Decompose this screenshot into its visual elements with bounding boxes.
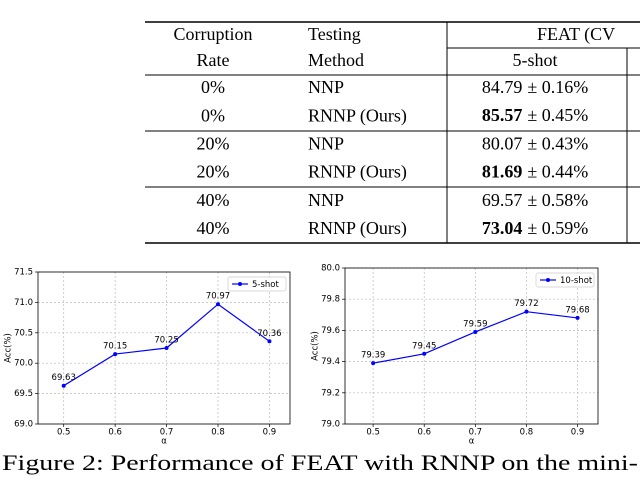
acc-value: 85.57 (482, 105, 523, 125)
acc-error: ± 0.43% (527, 134, 588, 154)
y-axis-label: Acc(%) (4, 333, 14, 363)
header-cell: Corruption (174, 24, 253, 44)
y-tick-label: 79.2 (321, 388, 340, 398)
legend-box (535, 272, 595, 288)
data-point (575, 315, 580, 320)
rate-cell: 20% (197, 162, 230, 182)
method-cell: RNNP (Ours) (308, 105, 407, 126)
acc-error: ± 0.16% (527, 77, 588, 97)
x-tick-label: 0.9 (571, 428, 585, 438)
acc-error: ± 0.58% (527, 190, 588, 210)
y-tick-label: 79.8 (321, 295, 340, 305)
rate-cell: 20% (197, 134, 230, 154)
rate-cell: 40% (197, 218, 230, 238)
acc-cell: 73.04 ± 0.59% (482, 218, 588, 238)
data-label: 70.97 (206, 292, 230, 302)
y-tick-label: 79.0 (321, 420, 340, 430)
data-point (61, 383, 66, 388)
data-label: 69.63 (52, 373, 76, 383)
acc-value: 73.04 (482, 218, 523, 238)
y-tick-label: 79.4 (321, 357, 340, 367)
x-tick-label: 0.5 (57, 428, 71, 438)
method-cell: NNP (308, 77, 344, 97)
header-cell: Rate (197, 50, 230, 70)
data-label: 70.15 (103, 342, 127, 352)
acc-cell: 69.57 ± 0.58% (482, 190, 588, 210)
rate-cell: 40% (197, 190, 230, 210)
acc-cell: 85.57 ± 0.45% (482, 105, 588, 125)
legend-box (227, 276, 287, 292)
data-point (164, 346, 169, 350)
y-tick-label: 80.0 (321, 264, 340, 274)
legend-label: 5-shot (252, 280, 279, 290)
x-tick-label: 0.6 (417, 428, 431, 438)
data-point (524, 309, 529, 314)
acc-cell: 80.07 ± 0.43% (482, 134, 588, 154)
acc-cell: 81.69 ± 0.44% (482, 162, 588, 182)
method-cell: NNP (308, 134, 344, 154)
header-cell: 5-shot (513, 50, 558, 70)
header-cell: Testing (308, 24, 361, 44)
data-label: 79.72 (514, 299, 538, 309)
caption: Figure 2: Performance of FEAT with RNNP … (2, 450, 638, 475)
data-label: 70.36 (257, 329, 281, 339)
method-cell: NNP (308, 190, 344, 210)
header-cell: Method (308, 50, 364, 70)
rate-cell: 0% (201, 105, 225, 125)
x-tick-label: 0.5 (366, 428, 380, 438)
y-tick-label: 69.5 (14, 389, 33, 399)
legend-marker (238, 282, 242, 286)
data-point (473, 329, 478, 334)
x-axis-label: α (469, 437, 475, 447)
data-label: 79.68 (565, 305, 589, 315)
acc-error: ± 0.45% (527, 105, 588, 125)
acc-error: ± 0.59% (527, 218, 588, 238)
x-tick-label: 0.6 (108, 428, 122, 438)
y-tick-label: 79.6 (321, 326, 340, 336)
x-tick-label: 0.7 (160, 428, 174, 438)
acc-value: 69.57 (482, 190, 523, 210)
plot-frame (37, 271, 291, 425)
data-point (267, 339, 272, 344)
header-cell: FEAT (CV (537, 24, 615, 45)
legend-label: 10-shot (560, 276, 593, 286)
data-point (422, 351, 427, 356)
y-axis-label: Acc(%) (311, 331, 321, 361)
data-label: 79.45 (412, 341, 436, 351)
y-tick-label: 70.5 (14, 328, 33, 338)
y-tick-label: 71.0 (14, 298, 33, 308)
x-tick-label: 0.8 (520, 428, 534, 438)
x-tick-label: 0.8 (211, 428, 225, 438)
acc-error: ± 0.44% (527, 162, 588, 182)
x-axis-label: α (161, 437, 167, 447)
x-tick-label: 0.7 (469, 428, 483, 438)
acc-value: 84.79 (482, 77, 523, 97)
y-tick-label: 70.0 (14, 359, 33, 369)
data-point (216, 302, 220, 307)
acc-value: 81.69 (482, 162, 523, 182)
method-cell: RNNP (Ours) (308, 218, 407, 239)
plot-frame (344, 267, 599, 425)
x-tick-label: 0.9 (263, 428, 277, 438)
data-point (371, 361, 376, 366)
legend-marker (546, 278, 550, 282)
data-label: 79.39 (361, 351, 385, 361)
data-point (113, 352, 118, 357)
data-label: 70.25 (154, 336, 178, 346)
y-tick-label: 69.0 (14, 420, 33, 430)
method-cell: RNNP (Ours) (308, 162, 407, 183)
y-tick-label: 71.5 (14, 268, 33, 278)
rate-cell: 0% (201, 77, 225, 97)
acc-cell: 84.79 ± 0.16% (482, 77, 588, 97)
data-label: 79.59 (463, 319, 487, 329)
acc-value: 80.07 (482, 134, 523, 154)
